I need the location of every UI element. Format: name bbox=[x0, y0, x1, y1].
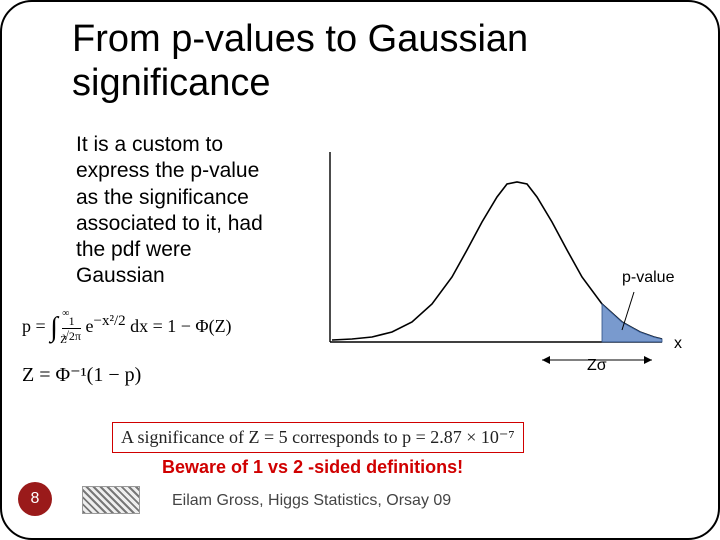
slide: From p-values to Gaussian significance I… bbox=[0, 0, 720, 540]
formula-z: Z = Φ⁻¹(1 − p) bbox=[22, 362, 302, 387]
formula-p: p = ∫∞Z 1√2π e−x²/2 dx = 1 − Φ(Z) bbox=[22, 312, 302, 344]
svg-text:p-value: p-value bbox=[622, 269, 675, 286]
body-text: It is a custom to express the p-value as… bbox=[76, 132, 276, 290]
footer-text: Eilam Gross, Higgs Statistics, Orsay 09 bbox=[172, 492, 451, 510]
significance-box: A significance of Z = 5 corresponds to p… bbox=[112, 422, 524, 453]
svg-text:Zσ: Zσ bbox=[587, 357, 607, 374]
logo-icon bbox=[82, 486, 140, 514]
svg-text:x: x bbox=[674, 335, 682, 352]
page-number: 8 bbox=[18, 482, 52, 516]
slide-title: From p-values to Gaussian significance bbox=[72, 18, 632, 105]
formula-block: p = ∫∞Z 1√2π e−x²/2 dx = 1 − Φ(Z) Z = Φ⁻… bbox=[22, 312, 302, 387]
gaussian-chart: p-value x Zσ bbox=[302, 132, 702, 392]
formula-p-prefix: p = bbox=[22, 316, 50, 336]
beware-text: Beware of 1 vs 2 -sided definitions! bbox=[162, 457, 463, 478]
formula-p-body: ∫∞Z 1√2π e−x²/2 dx = 1 − Φ(Z) bbox=[50, 316, 231, 336]
